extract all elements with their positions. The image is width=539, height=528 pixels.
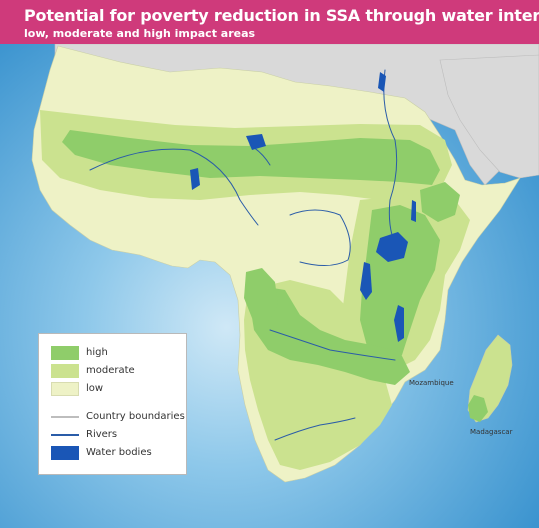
lake-malawi xyxy=(394,305,404,342)
legend-label-low: low xyxy=(86,383,104,394)
legend-swatch-low xyxy=(51,382,79,396)
map-subtitle: low, moderate and high impact areas xyxy=(24,27,256,40)
lake-tanganyika xyxy=(360,262,372,300)
niger-river xyxy=(89,148,259,226)
legend-label-rivers: Rivers xyxy=(86,429,118,440)
legend-swatch-water-bodies xyxy=(51,446,79,460)
lake-volta xyxy=(190,168,200,190)
legend-line-country-boundaries xyxy=(51,416,79,418)
label-mozambique: Mozambique xyxy=(409,379,454,387)
legend-label-country-boundaries: Country boundaries xyxy=(86,411,185,422)
zambezi-river xyxy=(269,329,396,361)
lake-chad xyxy=(246,134,266,150)
water-bodies xyxy=(190,72,416,342)
title-banner: Potential for poverty reduction in SSA t… xyxy=(0,0,539,44)
legend-swatch-moderate xyxy=(51,364,79,378)
ethiopia-high xyxy=(420,182,460,222)
map-title: Potential for poverty reduction in SSA t… xyxy=(24,6,539,25)
map-legend: high moderate low Country boundaries Riv… xyxy=(38,333,187,475)
nile-river xyxy=(383,69,398,236)
label-madagascar: Madagascar xyxy=(470,428,513,436)
arabian-peninsula xyxy=(439,54,539,179)
orange-river xyxy=(274,417,356,441)
lake-turkana xyxy=(411,200,416,222)
lake-victoria xyxy=(376,232,408,262)
legend-label-moderate: moderate xyxy=(86,365,135,376)
legend-line-rivers xyxy=(51,434,79,436)
angola-high xyxy=(244,268,278,322)
congo-river xyxy=(289,209,351,266)
madagascar-high xyxy=(468,395,488,422)
lake-nasser xyxy=(378,72,386,92)
legend-swatch-high xyxy=(51,346,79,360)
legend-label-high: high xyxy=(86,347,108,358)
legend-label-water-bodies: Water bodies xyxy=(86,447,152,458)
zambezi-high xyxy=(250,285,410,385)
sahel-high-band xyxy=(62,130,440,185)
